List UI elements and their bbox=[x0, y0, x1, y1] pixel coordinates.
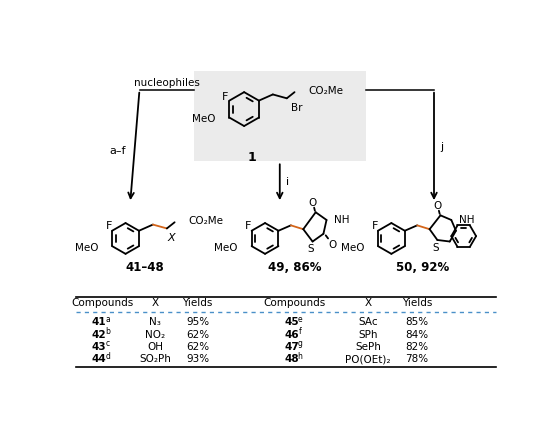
Text: SePh: SePh bbox=[355, 342, 381, 352]
Text: CO₂Me: CO₂Me bbox=[309, 85, 344, 96]
Text: 78%: 78% bbox=[406, 354, 429, 364]
Text: 62%: 62% bbox=[186, 342, 209, 352]
Text: MeO: MeO bbox=[214, 243, 238, 253]
Text: Compounds: Compounds bbox=[71, 298, 133, 308]
Text: 44: 44 bbox=[92, 354, 107, 364]
Text: 48: 48 bbox=[284, 354, 299, 364]
Text: 49, 86%: 49, 86% bbox=[268, 261, 321, 274]
Text: j: j bbox=[440, 142, 443, 152]
Text: 50, 92%: 50, 92% bbox=[396, 261, 449, 274]
Text: SPh: SPh bbox=[358, 330, 378, 340]
Text: CO₂Me: CO₂Me bbox=[189, 216, 224, 226]
Text: 46: 46 bbox=[284, 330, 299, 340]
Text: i: i bbox=[286, 177, 289, 187]
Text: b: b bbox=[105, 327, 110, 336]
Text: MeO: MeO bbox=[75, 243, 98, 253]
Text: h: h bbox=[297, 352, 302, 361]
Text: a–f: a–f bbox=[109, 147, 126, 156]
Bar bbox=[194, 71, 366, 161]
Text: Br: Br bbox=[291, 102, 302, 113]
Text: 93%: 93% bbox=[186, 354, 209, 364]
Text: X: X bbox=[151, 298, 158, 308]
Text: O: O bbox=[309, 198, 317, 208]
Text: MeO: MeO bbox=[192, 114, 215, 124]
Text: SO₂Ph: SO₂Ph bbox=[139, 354, 171, 364]
Text: MeO: MeO bbox=[340, 243, 364, 253]
Text: 1: 1 bbox=[248, 151, 256, 164]
Text: nucleophiles: nucleophiles bbox=[134, 78, 200, 88]
Text: NO₂: NO₂ bbox=[145, 330, 165, 340]
Text: SAc: SAc bbox=[358, 317, 378, 327]
Text: 42: 42 bbox=[92, 330, 107, 340]
Text: S: S bbox=[432, 243, 439, 253]
Text: NH: NH bbox=[459, 215, 474, 225]
Text: PO(OEt)₂: PO(OEt)₂ bbox=[345, 354, 391, 364]
Text: F: F bbox=[106, 221, 112, 231]
Text: 47: 47 bbox=[284, 342, 299, 352]
Text: 41–48: 41–48 bbox=[126, 261, 164, 274]
Text: a: a bbox=[105, 315, 110, 324]
Text: O: O bbox=[329, 240, 337, 249]
Text: S: S bbox=[307, 244, 314, 254]
Text: F: F bbox=[222, 92, 229, 102]
Text: 85%: 85% bbox=[406, 317, 429, 327]
Text: 84%: 84% bbox=[406, 330, 429, 340]
Text: Yields: Yields bbox=[182, 298, 213, 308]
Text: O: O bbox=[433, 201, 441, 211]
Text: X: X bbox=[168, 233, 175, 243]
Text: c: c bbox=[105, 339, 110, 348]
Text: N₃: N₃ bbox=[149, 317, 161, 327]
Text: OH: OH bbox=[147, 342, 163, 352]
Text: F: F bbox=[246, 221, 252, 231]
Text: 45: 45 bbox=[284, 317, 299, 327]
Text: g: g bbox=[297, 339, 302, 348]
Text: Compounds: Compounds bbox=[263, 298, 326, 308]
Text: NH: NH bbox=[334, 215, 350, 225]
Text: f: f bbox=[299, 327, 301, 336]
Text: e: e bbox=[297, 315, 302, 324]
Text: 43: 43 bbox=[92, 342, 107, 352]
Text: 62%: 62% bbox=[186, 330, 209, 340]
Text: X: X bbox=[364, 298, 372, 308]
Text: 82%: 82% bbox=[406, 342, 429, 352]
Text: Yields: Yields bbox=[402, 298, 432, 308]
Text: d: d bbox=[105, 352, 110, 361]
Text: 41: 41 bbox=[92, 317, 107, 327]
Text: 95%: 95% bbox=[186, 317, 209, 327]
Text: F: F bbox=[372, 221, 378, 231]
